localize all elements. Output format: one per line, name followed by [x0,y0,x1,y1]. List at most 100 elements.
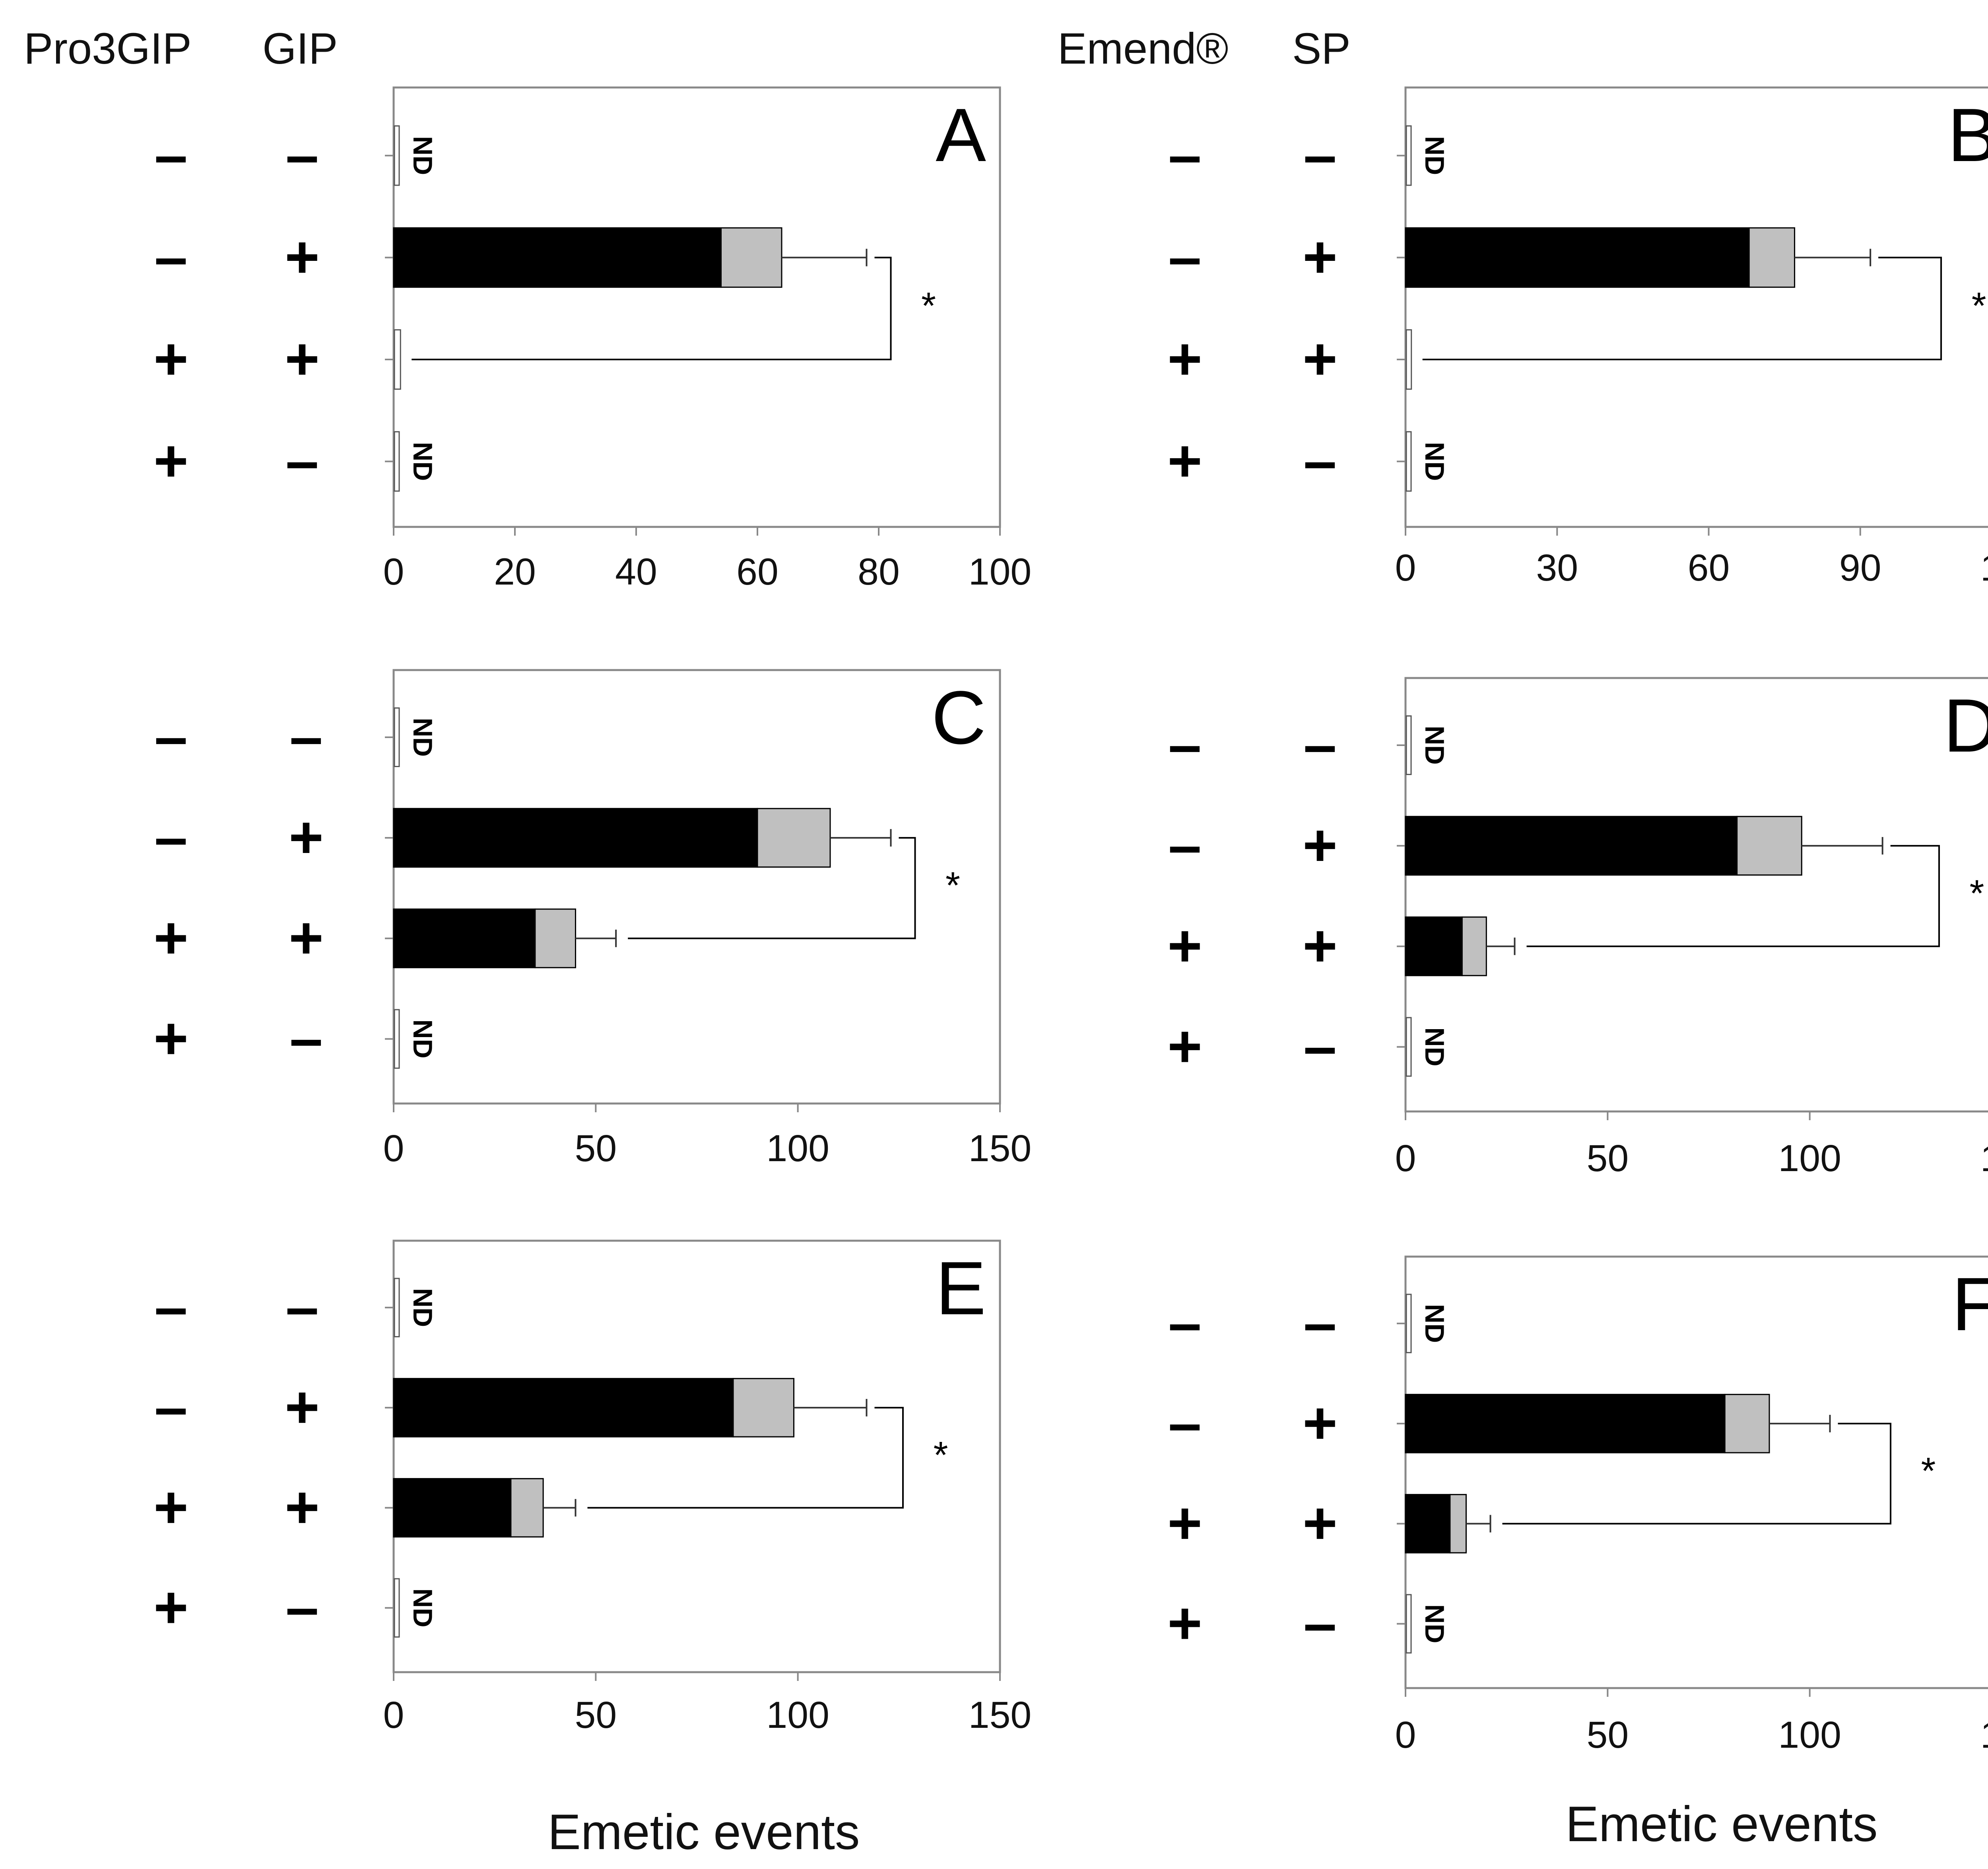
panel-b: B 0 30 60 90 120 – – ND – + + + + – ND * [1167,86,1988,589]
panel-c-row-2-bar-cap [757,808,831,868]
panel-f: F 0 50 100 150 – – ND – + + + + – ND * [1167,1255,1988,1756]
panel-b-row-2-sign-2: + [1303,223,1338,290]
panel-e-row-3-sign-2: + [285,1474,320,1541]
panel-b-row-4-sign-1: + [1167,427,1202,494]
panel-a-frame [392,86,1001,528]
panel-d-significance-bracket [1526,845,1940,947]
panel-d-letter: D [1943,684,1988,768]
panel-a-row-4-sign-1: + [153,427,188,494]
panel-c-row-1-nd-label: ND [408,718,438,757]
panel-a: A 0 20 40 60 80 100 – – ND – + + + + – ND * [153,86,1031,593]
panel-d-row-2-sign-2: + [1303,812,1338,878]
panel-a-row-3-sign-2: + [285,325,320,392]
panel-c-row-3-bar-main [393,908,536,968]
panel-b-x-tick-label: 120 [1980,547,1988,589]
panel-a-row-2-sign-1: – [154,223,187,290]
panel-b-row-4-nd-bar [1406,431,1412,492]
panel-a-row-2-sign-2: + [285,223,320,290]
panel-f-row-1-nd-label: ND [1419,1304,1450,1343]
panel-d-significance-label: * [1970,872,1984,914]
panel-f-x-tick-label: 150 [1980,1714,1988,1756]
panel-a-x-tick-label: 80 [858,551,900,593]
panel-c-row-1-sign-1: – [154,703,187,770]
panel-b-row-2-sign-1: – [1168,223,1201,290]
panel-b-row-1-sign-1: – [1168,121,1201,188]
panel-d-row-1-nd-bar [1406,715,1412,775]
column-headers: Pro3GIP GIP Emend® SP [24,24,1351,73]
panel-d-row-3-bar-cap [1461,916,1487,976]
x-axis-titles: Emetic events Emetic events [547,1797,1877,1860]
panel-d-row-2-bar-main [1405,816,1738,876]
panel-e-row-4-nd-label: ND [408,1588,438,1627]
panel-b-frame [1404,86,1988,528]
panel-d-x-tick-label: 0 [1395,1137,1416,1179]
panel-e-row-2-sign-2: + [285,1374,320,1440]
panel-c-row-3-sign-2: + [289,904,324,971]
panel-a-significance-bracket [412,256,892,360]
panel-d-row-4-nd-label: ND [1419,1027,1450,1066]
panel-d-row-1-nd-label: ND [1419,726,1450,765]
panel-c-row-3-sign-1: + [153,904,188,971]
panel-c-row-2-sign-1: – [154,804,187,870]
panel-f-significance-label: * [1921,1450,1936,1492]
panel-d-x-tick-label: 50 [1586,1137,1629,1179]
panel-d-row-2-bar-cap [1736,816,1802,876]
panel-e-row-1-nd-bar [394,1278,400,1337]
panel-c-x-tick-label: 0 [383,1127,404,1170]
panel-c-frame [392,669,1001,1105]
panel-e-row-2-sign-1: – [154,1374,187,1440]
panel-e-row-2-bar-cap [732,1378,794,1438]
panel-e-row-3-bar-cap [510,1478,544,1538]
panel-b-row-3-bar [1406,329,1412,390]
panel-d-row-3-sign-1: + [1167,912,1202,979]
panel-f-row-2-bar-main [1405,1394,1726,1453]
panel-f-row-3-bar-cap [1449,1494,1467,1554]
panel-c-row-1-nd-bar [394,707,400,767]
panel-e-significance-label: * [934,1434,948,1476]
panel-f-x-tick-label: 50 [1586,1714,1629,1756]
panel-f-row-4-sign-2: – [1303,1589,1336,1656]
panel-e-x-tick-label: 50 [575,1694,617,1736]
panel-d-row-4-sign-2: – [1303,1013,1336,1080]
panel-b-significance-bracket [1422,256,1942,360]
panel-c-x-tick-label: 100 [766,1127,829,1170]
panel-e-row-3-sign-1: + [153,1474,188,1541]
panel-e-x-tick-label: 150 [969,1694,1032,1736]
panel-b-row-1-nd-bar [1406,125,1412,186]
panel-c-x-tick-label: 50 [575,1127,617,1170]
panel-d-x-tick-label: 150 [1980,1137,1988,1179]
panel-a-row-1-nd-label: ND [408,136,438,175]
panel-f-row-2-sign-1: – [1168,1389,1201,1456]
panels: A 0 20 40 60 80 100 – – ND – + + + + – ND * B 0 30 60 90 120 – – N… [153,86,1988,1756]
panel-f-row-1-sign-2: – [1303,1289,1336,1356]
panel-d-row-3-sign-2: + [1303,912,1338,979]
panel-e-row-2-bar-main [393,1378,734,1438]
panel-f-letter: F [1952,1262,1988,1346]
panel-c-row-2-sign-2: + [289,804,324,870]
header-emend: Emend® [1058,24,1229,73]
panel-d-row-1-sign-1: – [1168,711,1201,778]
panel-c-x-tick-label: 150 [969,1127,1032,1170]
panel-f-row-3-sign-1: + [1167,1490,1202,1556]
panel-a-x-tick-label: 40 [615,551,657,593]
panel-e-row-4-nd-bar [394,1578,400,1638]
panel-b-row-4-nd-label: ND [1419,442,1450,481]
panel-b-x-tick-label: 0 [1395,547,1416,589]
panel-f-x-tick-label: 100 [1778,1714,1841,1756]
panel-a-row-4-nd-bar [394,431,400,492]
panel-a-row-2-bar-cap [720,227,782,288]
panel-d-frame [1404,677,1988,1113]
panel-e-row-4-sign-2: – [285,1574,318,1640]
panel-e-row-1-sign-2: – [285,1273,318,1340]
panel-d-row-1-sign-2: – [1303,711,1336,778]
panel-d-row-2-sign-1: – [1168,812,1201,878]
panel-f-row-3-bar-main [1405,1494,1451,1554]
panel-f-row-3-sign-2: + [1303,1490,1338,1556]
panel-e-x-tick-label: 0 [383,1694,404,1736]
panel-e-x-tick-label: 100 [766,1694,829,1736]
panel-f-row-4-sign-1: + [1167,1589,1202,1656]
panel-f-frame [1404,1255,1988,1689]
header-sp: SP [1292,24,1351,73]
panel-e-frame [392,1240,1001,1673]
